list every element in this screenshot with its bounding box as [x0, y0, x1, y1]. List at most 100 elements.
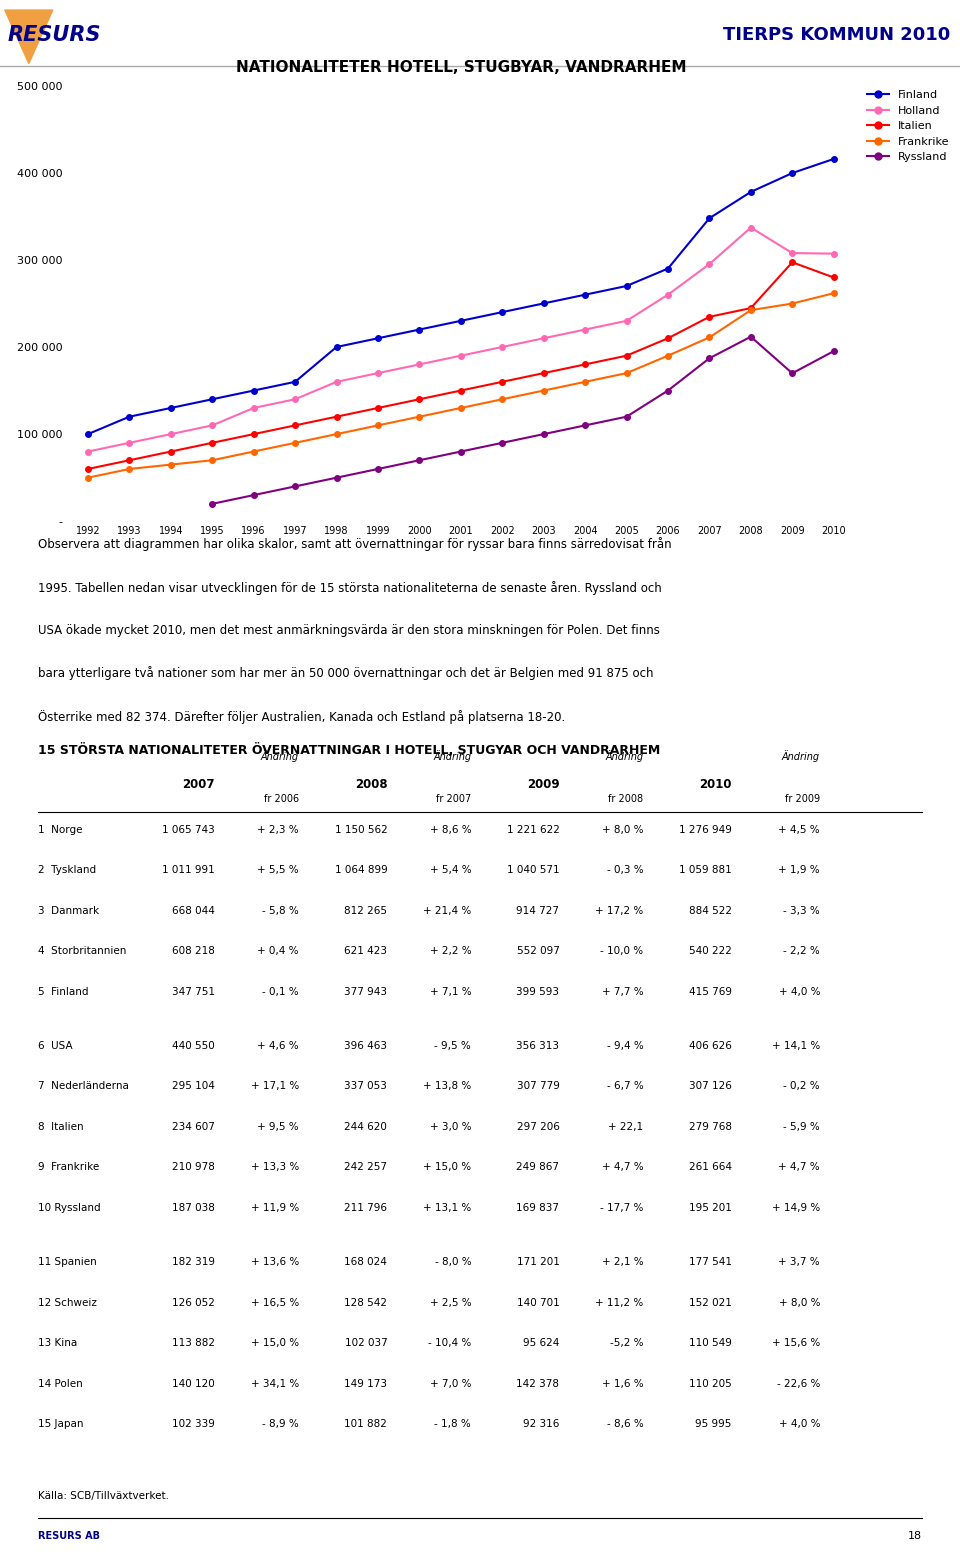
Text: 234 607: 234 607 — [172, 1122, 215, 1131]
Text: 1 040 571: 1 040 571 — [507, 865, 560, 874]
Text: + 9,5 %: + 9,5 % — [257, 1122, 299, 1131]
Text: + 8,0 %: + 8,0 % — [602, 825, 643, 834]
Text: 244 620: 244 620 — [345, 1122, 387, 1131]
Text: 297 206: 297 206 — [516, 1122, 560, 1131]
Text: 187 038: 187 038 — [172, 1203, 215, 1212]
Text: 102 037: 102 037 — [345, 1338, 387, 1347]
Text: + 16,5 %: + 16,5 % — [251, 1298, 299, 1307]
Text: 4  Storbritannien: 4 Storbritannien — [38, 946, 127, 955]
Text: + 2,5 %: + 2,5 % — [429, 1298, 471, 1307]
Text: 1 064 899: 1 064 899 — [334, 865, 387, 874]
Text: + 17,1 %: + 17,1 % — [251, 1081, 299, 1091]
Text: RESURS AB: RESURS AB — [38, 1531, 101, 1542]
Text: + 3,0 %: + 3,0 % — [430, 1122, 471, 1131]
Text: + 0,4 %: + 0,4 % — [257, 946, 299, 955]
Legend: Finland, Holland, Italien, Frankrike, Ryssland: Finland, Holland, Italien, Frankrike, Ry… — [862, 86, 954, 166]
Text: - 1,8 %: - 1,8 % — [435, 1419, 471, 1428]
Text: 15 STÖRSTA NATIONALITETER ÖVERNATTNINGAR I HOTELL, STUGYAR OCH VANDRARHEM: 15 STÖRSTA NATIONALITETER ÖVERNATTNINGAR… — [38, 742, 660, 756]
Text: 14 Polen: 14 Polen — [38, 1379, 84, 1388]
Text: 3  Danmark: 3 Danmark — [38, 906, 100, 915]
Text: -5,2 %: -5,2 % — [610, 1338, 643, 1347]
Text: + 7,1 %: + 7,1 % — [429, 987, 471, 996]
Text: + 4,0 %: + 4,0 % — [779, 1419, 820, 1428]
Text: 1 059 881: 1 059 881 — [679, 865, 732, 874]
Text: - 10,0 %: - 10,0 % — [600, 946, 643, 955]
Text: 6  USA: 6 USA — [38, 1041, 73, 1050]
Text: 884 522: 884 522 — [688, 906, 732, 915]
Text: 668 044: 668 044 — [172, 906, 215, 915]
Text: + 3,7 %: + 3,7 % — [779, 1257, 820, 1267]
Text: 182 319: 182 319 — [172, 1257, 215, 1267]
Text: + 4,7 %: + 4,7 % — [602, 1162, 643, 1172]
Text: 95 995: 95 995 — [695, 1419, 732, 1428]
Text: + 5,5 %: + 5,5 % — [257, 865, 299, 874]
Text: 177 541: 177 541 — [688, 1257, 732, 1267]
Text: + 2,3 %: + 2,3 % — [257, 825, 299, 834]
Text: 210 978: 210 978 — [172, 1162, 215, 1172]
Text: - 0,2 %: - 0,2 % — [783, 1081, 820, 1091]
Text: 440 550: 440 550 — [172, 1041, 215, 1050]
Text: 540 222: 540 222 — [689, 946, 732, 955]
Text: 261 664: 261 664 — [688, 1162, 732, 1172]
Text: 11 Spanien: 11 Spanien — [38, 1257, 97, 1267]
Text: 92 316: 92 316 — [523, 1419, 560, 1428]
Text: 608 218: 608 218 — [172, 946, 215, 955]
Text: 110 549: 110 549 — [689, 1338, 732, 1347]
Text: RESURS: RESURS — [8, 25, 101, 45]
Text: 399 593: 399 593 — [516, 987, 560, 996]
Text: 128 542: 128 542 — [345, 1298, 387, 1307]
Text: + 15,0 %: + 15,0 % — [423, 1162, 471, 1172]
Text: 1 065 743: 1 065 743 — [162, 825, 215, 834]
Text: - 8,9 %: - 8,9 % — [262, 1419, 299, 1428]
Text: 126 052: 126 052 — [172, 1298, 215, 1307]
Text: TIERPS KOMMUN 2010: TIERPS KOMMUN 2010 — [723, 26, 950, 44]
Text: - 9,5 %: - 9,5 % — [435, 1041, 471, 1050]
Text: + 15,6 %: + 15,6 % — [772, 1338, 820, 1347]
Text: - 5,9 %: - 5,9 % — [783, 1122, 820, 1131]
Text: Källa: SCB/Tillväxtverket.: Källa: SCB/Tillväxtverket. — [38, 1491, 169, 1500]
Text: + 8,0 %: + 8,0 % — [779, 1298, 820, 1307]
Text: 295 104: 295 104 — [172, 1081, 215, 1091]
Text: + 7,7 %: + 7,7 % — [602, 987, 643, 996]
Title: NATIONALITETER HOTELL, STUGBYAR, VANDRARHEM: NATIONALITETER HOTELL, STUGBYAR, VANDRAR… — [235, 59, 686, 75]
Text: Ändring: Ändring — [261, 750, 299, 762]
Text: 377 943: 377 943 — [345, 987, 387, 996]
Text: 110 205: 110 205 — [689, 1379, 732, 1388]
Text: Ändring: Ändring — [781, 750, 820, 762]
Text: + 1,9 %: + 1,9 % — [779, 865, 820, 874]
Text: 2  Tyskland: 2 Tyskland — [38, 865, 97, 874]
Text: + 11,2 %: + 11,2 % — [595, 1298, 643, 1307]
Text: Ändring: Ändring — [605, 750, 643, 762]
Text: + 4,7 %: + 4,7 % — [779, 1162, 820, 1172]
Text: 195 201: 195 201 — [689, 1203, 732, 1212]
Text: 171 201: 171 201 — [516, 1257, 560, 1267]
Text: 621 423: 621 423 — [345, 946, 387, 955]
Text: + 7,0 %: + 7,0 % — [430, 1379, 471, 1388]
Text: 2007: 2007 — [182, 778, 215, 790]
Text: + 4,6 %: + 4,6 % — [257, 1041, 299, 1050]
Text: 1 011 991: 1 011 991 — [162, 865, 215, 874]
Text: 102 339: 102 339 — [172, 1419, 215, 1428]
Text: 9  Frankrike: 9 Frankrike — [38, 1162, 100, 1172]
Text: 12 Schweiz: 12 Schweiz — [38, 1298, 97, 1307]
Text: fr 2008: fr 2008 — [609, 794, 643, 803]
Text: + 14,9 %: + 14,9 % — [772, 1203, 820, 1212]
Text: 415 769: 415 769 — [688, 987, 732, 996]
Text: 8  Italien: 8 Italien — [38, 1122, 84, 1131]
Text: 211 796: 211 796 — [345, 1203, 387, 1212]
Text: - 0,3 %: - 0,3 % — [607, 865, 643, 874]
Text: 1 221 622: 1 221 622 — [507, 825, 560, 834]
Text: 113 882: 113 882 — [172, 1338, 215, 1347]
Text: Observera att diagrammen har olika skalor, samt att övernattningar för ryssar ba: Observera att diagrammen har olika skalo… — [38, 537, 672, 724]
Text: 2010: 2010 — [699, 778, 732, 790]
Text: 140 120: 140 120 — [172, 1379, 215, 1388]
Text: 279 768: 279 768 — [688, 1122, 732, 1131]
Polygon shape — [5, 9, 53, 64]
Text: + 5,4 %: + 5,4 % — [429, 865, 471, 874]
Text: 1 276 949: 1 276 949 — [679, 825, 732, 834]
Text: + 4,5 %: + 4,5 % — [779, 825, 820, 834]
Text: - 5,8 %: - 5,8 % — [262, 906, 299, 915]
Text: 1  Norge: 1 Norge — [38, 825, 83, 834]
Text: Ändring: Ändring — [433, 750, 471, 762]
Text: + 8,6 %: + 8,6 % — [429, 825, 471, 834]
